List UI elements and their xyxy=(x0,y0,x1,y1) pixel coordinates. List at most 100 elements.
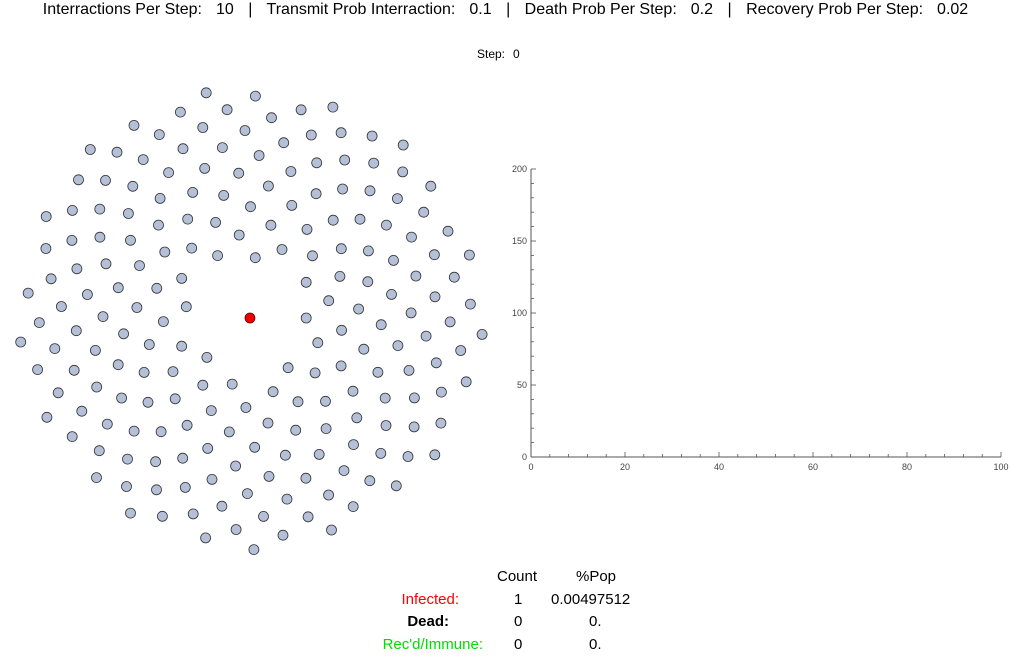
healthy-person xyxy=(464,298,476,310)
healthy-person xyxy=(40,243,52,254)
healthy-person xyxy=(233,167,245,179)
y-tick-label: 200 xyxy=(512,164,527,174)
healthy-person xyxy=(138,366,150,378)
healthy-person xyxy=(460,376,472,388)
healthy-person xyxy=(216,142,228,153)
healthy-person xyxy=(230,460,242,472)
healthy-person xyxy=(122,453,133,465)
healthy-person xyxy=(71,263,83,275)
healthy-person xyxy=(142,396,154,408)
healthy-person xyxy=(241,488,253,500)
healthy-person xyxy=(300,312,312,324)
healthy-person xyxy=(339,154,351,166)
healthy-person xyxy=(93,445,105,457)
header-pct: %Pop xyxy=(576,568,617,585)
healthy-person xyxy=(403,364,415,376)
healthy-person xyxy=(101,418,113,430)
healthy-person xyxy=(94,203,106,215)
header-count: Count xyxy=(497,568,538,585)
healthy-person xyxy=(177,452,189,464)
healthy-person xyxy=(223,426,235,438)
x-tick-label: 20 xyxy=(620,462,630,472)
healthy-person xyxy=(336,324,348,336)
step-counter: Step: 0 xyxy=(477,47,520,61)
healthy-person xyxy=(200,87,212,99)
healthy-person xyxy=(91,381,103,393)
healthy-person xyxy=(386,288,397,300)
healthy-person xyxy=(248,544,260,556)
healthy-person xyxy=(334,270,346,282)
healthy-person xyxy=(347,385,359,397)
healthy-person xyxy=(312,337,324,349)
healthy-person xyxy=(22,287,34,299)
healthy-person xyxy=(326,524,337,536)
healthy-person xyxy=(267,386,279,398)
healthy-person xyxy=(428,249,440,261)
healthy-person xyxy=(151,282,163,294)
healthy-person xyxy=(216,500,228,512)
healthy-person xyxy=(364,185,376,197)
healthy-person xyxy=(52,387,64,399)
healthy-person xyxy=(368,157,380,169)
healthy-person xyxy=(82,289,93,300)
healthy-person xyxy=(390,480,402,492)
healthy-person xyxy=(249,441,261,453)
y-tick-label: 0 xyxy=(522,452,527,462)
recovered-count: 0 xyxy=(514,636,523,653)
healthy-person xyxy=(155,426,167,438)
x-tick-label: 100 xyxy=(993,462,1008,472)
healthy-person xyxy=(176,340,188,352)
healthy-person xyxy=(181,419,193,431)
healthy-person xyxy=(425,180,437,192)
step-value: 0 xyxy=(513,47,520,61)
healthy-person xyxy=(313,448,325,460)
healthy-person xyxy=(200,532,212,544)
healthy-person xyxy=(391,193,403,205)
param-transmit-value: 0.1 xyxy=(469,1,492,18)
healthy-person xyxy=(249,252,261,264)
healthy-person xyxy=(372,366,384,378)
healthy-person xyxy=(111,146,123,158)
y-tick-label: 150 xyxy=(512,236,527,246)
healthy-person xyxy=(112,359,124,371)
healthy-person xyxy=(233,229,245,241)
param-death-label: Death Prob Per Step: xyxy=(524,1,677,18)
healthy-person xyxy=(375,319,387,331)
healthy-person xyxy=(187,187,199,198)
healthy-person xyxy=(33,317,45,329)
healthy-person xyxy=(205,405,217,417)
dead-pct: 0. xyxy=(589,613,602,630)
healthy-person xyxy=(122,208,134,219)
healthy-person xyxy=(408,421,420,433)
healthy-person xyxy=(366,130,378,142)
healthy-person xyxy=(263,470,275,482)
healthy-person xyxy=(311,157,323,169)
param-recovery-label: Recovery Prob Per Step: xyxy=(746,1,924,18)
healthy-person xyxy=(253,150,265,161)
healthy-person xyxy=(179,481,191,493)
healthy-person xyxy=(375,447,387,459)
healthy-person xyxy=(210,216,222,228)
healthy-person xyxy=(125,234,136,246)
healthy-person xyxy=(362,276,374,288)
healthy-person xyxy=(169,393,181,405)
x-tick-label: 0 xyxy=(528,462,533,472)
healthy-person xyxy=(290,424,302,436)
healthy-person xyxy=(197,379,209,391)
healthy-person xyxy=(84,144,96,155)
recovered-label: Rec'd/Immune: xyxy=(382,636,483,653)
healthy-person xyxy=(249,90,261,102)
healthy-person xyxy=(180,301,192,313)
x-tick-label: 40 xyxy=(714,462,724,472)
healthy-person xyxy=(163,167,175,178)
healthy-person xyxy=(353,303,365,315)
healthy-person xyxy=(265,219,277,231)
healthy-person xyxy=(157,316,169,328)
healthy-person xyxy=(202,442,214,454)
healthy-person xyxy=(358,343,370,355)
healthy-person xyxy=(463,249,475,261)
healthy-person xyxy=(199,163,211,174)
healthy-person xyxy=(66,234,78,246)
healthy-person xyxy=(327,214,339,226)
healthy-person xyxy=(125,507,136,519)
